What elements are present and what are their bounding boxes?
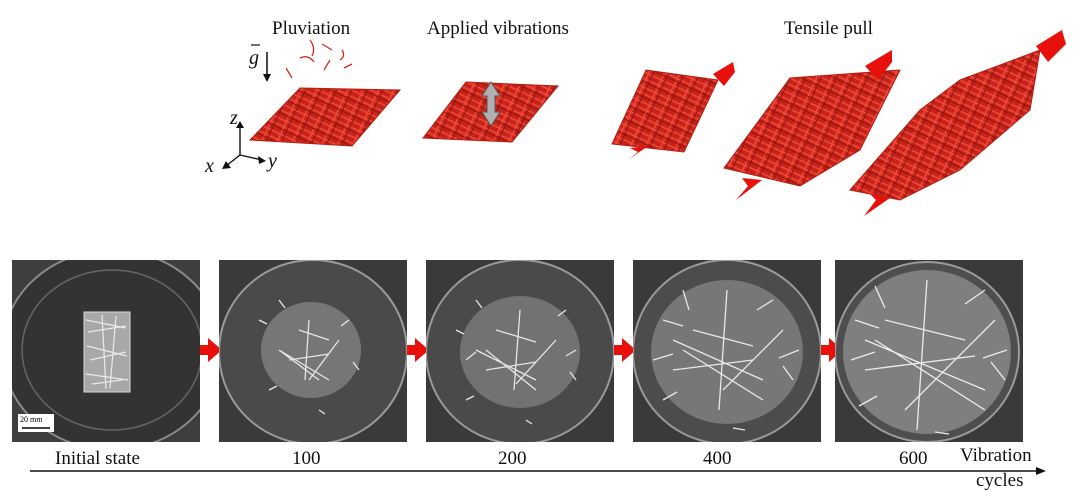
pull-arrow-icon bbox=[628, 62, 735, 160]
vibration-double-arrow-icon bbox=[481, 81, 501, 127]
stage-transition-arrow-icon bbox=[611, 338, 636, 362]
cube-sample bbox=[83, 311, 131, 393]
stage-transition-arrow-icon bbox=[404, 338, 429, 362]
tensile-slab-stage-2 bbox=[723, 69, 901, 187]
axis-y-label: y bbox=[268, 150, 277, 172]
pull-arrow-icon bbox=[736, 50, 892, 200]
pluviation-label: Pluviation bbox=[272, 18, 351, 39]
timeline-label-600: 600 bbox=[899, 448, 928, 469]
stage-transition-arrow-icon bbox=[197, 338, 222, 362]
timeline-label-200: 200 bbox=[498, 448, 527, 469]
pull-arrow-icon bbox=[864, 30, 1066, 216]
axis-z-label: z bbox=[230, 107, 238, 129]
stage-transition-arrow-icon bbox=[818, 338, 843, 362]
scale-bar bbox=[18, 414, 54, 432]
gravity-label: g bbox=[249, 47, 259, 69]
timeline-axis bbox=[30, 467, 1046, 475]
timeline-axis-title-line2: cycles bbox=[976, 470, 1024, 491]
photo-600-cycles bbox=[835, 260, 1023, 442]
photo-400-cycles bbox=[633, 260, 821, 442]
tensile-pull-label: Tensile pull bbox=[784, 18, 873, 39]
gravity-arrow-icon bbox=[251, 44, 271, 82]
timeline-axis-title-line1: Vibration bbox=[960, 445, 1032, 466]
tensile-slab-stage-3 bbox=[849, 49, 1041, 201]
timeline-label-100: 100 bbox=[292, 448, 321, 469]
scale-bar-label: 20 mm bbox=[20, 415, 43, 424]
timeline-label-400: 400 bbox=[703, 448, 732, 469]
applied-vibrations-label: Applied vibrations bbox=[427, 18, 569, 39]
photo-200-cycles bbox=[426, 260, 614, 442]
tensile-slab-stage-1 bbox=[611, 69, 719, 153]
photo-initial-state: 20 mm bbox=[12, 260, 200, 442]
timeline-label-initial: Initial state bbox=[55, 448, 140, 469]
photo-100-cycles bbox=[219, 260, 407, 442]
pluviation-slab bbox=[248, 39, 402, 147]
coordinate-axes-icon bbox=[222, 121, 266, 169]
axis-x-label: x bbox=[205, 155, 214, 177]
